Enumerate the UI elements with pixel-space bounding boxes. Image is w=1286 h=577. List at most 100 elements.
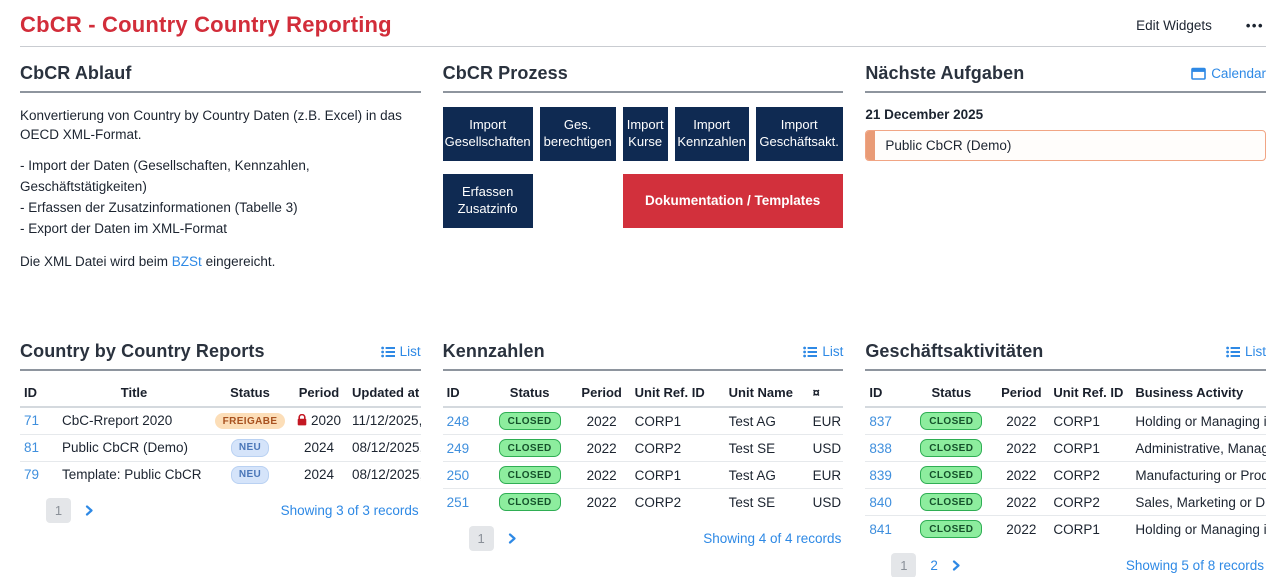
kennzahl-unit-name: Test SE (728, 494, 776, 510)
kennzahl-id-link[interactable]: 248 (446, 413, 470, 429)
table-row: 250 CLOSED 2022 CORP1 Test AG EUR (442, 461, 844, 490)
report-id-link[interactable]: 81 (24, 440, 40, 456)
records-summary: Showing 5 of 8 records (1125, 557, 1264, 573)
aktivitaet-unit-ref: CORP1 (1049, 434, 1132, 463)
column-header-unit-ref: Unit Ref. ID (1049, 379, 1132, 409)
records-summary: Showing 3 of 3 records (280, 503, 419, 519)
dokumentation-templates-button[interactable]: Dokumentation / Templates (622, 174, 843, 228)
widget-kennzahlen: Kennzahlen List ID Status Period Unit Re… (442, 341, 844, 577)
pagination-page-link[interactable]: 2 (930, 557, 938, 573)
table-row: 79 Template: Public CbCR NEU 2024 08/12/… (20, 461, 421, 488)
aktivitaet-id-link[interactable]: 841 (869, 521, 892, 537)
status-badge: CLOSED (498, 412, 561, 431)
ablauf-footer-pre: Die XML Datei wird beim (20, 254, 172, 269)
aktivitaet-id-link[interactable]: 839 (869, 467, 892, 483)
calendar-link[interactable]: Calendar (1191, 66, 1266, 81)
erfassen-zusatzinfo-button[interactable]: Erfassen Zusatzinfo (442, 174, 533, 228)
ablauf-paragraph: Konvertierung von Country by Country Dat… (20, 108, 402, 143)
aktivitaeten-table: ID Status Period Unit Ref. ID Business A… (865, 379, 1266, 543)
kennzahl-unit-name: Test AG (724, 461, 809, 490)
aktivitaet-activity: Holding or Managing intellectual (1135, 521, 1266, 537)
aktivitaet-id-link[interactable]: 837 (869, 413, 892, 429)
status-badge: CLOSED (920, 520, 983, 539)
chevron-right-icon[interactable] (85, 505, 94, 516)
table-row: 840 CLOSED 2022 CORP2 Sales, Marketing o… (865, 488, 1266, 517)
aktivitaet-activity: Administrative, Management (1131, 434, 1266, 463)
aktivitaet-id-link[interactable]: 838 (869, 440, 892, 456)
aktivitaet-unit-ref: CORP1 (1053, 521, 1100, 537)
ellipsis-menu-icon[interactable]: ••• (1245, 17, 1264, 33)
import-geschaeftsakt-button[interactable]: Import Geschäftsakt. (755, 107, 843, 161)
import-gesellschaften-button[interactable]: Import Gesellschaften (442, 107, 533, 161)
table-row: 71 CbC-Rreport 2020 FREIGABE 2020 11/12/… (20, 407, 421, 435)
import-kennzahlen-button[interactable]: Import Kennzahlen (674, 107, 749, 161)
widget-header: Geschäftsaktivitäten List (865, 341, 1266, 372)
page-header: CbCR - Country Country Reporting Edit Wi… (0, 0, 1286, 46)
table-row: 248 CLOSED 2022 CORP1 Test AG EUR (442, 407, 844, 436)
kennzahl-unit-ref: CORP2 (630, 434, 725, 463)
kennzahl-id-link[interactable]: 251 (446, 494, 470, 510)
kennzahl-period: 2022 (586, 494, 617, 510)
chevron-right-icon[interactable] (508, 533, 517, 544)
widget-cbcr-prozess: CbCR Prozess Import Gesellschaften Ges. … (442, 63, 844, 283)
aktivitaet-period: 2022 (993, 461, 1050, 490)
widget-cbcr-ablauf: CbCR Ablauf Konvertierung von Country by… (20, 63, 421, 283)
bzst-link[interactable]: BZSt (171, 254, 202, 269)
aktivitaet-period: 2022 (993, 488, 1050, 517)
kennzahl-unit-ref: CORP2 (634, 494, 682, 510)
column-header-status: Status (486, 379, 573, 409)
list-link-label: List (822, 344, 844, 360)
kennzahl-period: 2022 (572, 434, 631, 463)
list-icon (803, 346, 818, 358)
process-button-grid: Import Gesellschaften Ges. berechtigen I… (442, 107, 844, 228)
table-header-row: ID Title Status Period Updated at (20, 379, 421, 409)
task-date: 21 December 2025 (865, 107, 984, 122)
aktivitaet-id-link[interactable]: 840 (869, 494, 892, 510)
kennzahl-id-link[interactable]: 250 (446, 467, 470, 483)
ablauf-footer: Die XML Datei wird beim BZSt eingereicht… (20, 252, 421, 271)
ablauf-bullet: - Import der Daten (Gesellschaften, Kenn… (20, 158, 310, 195)
report-id-link[interactable]: 71 (24, 413, 40, 429)
widget-cbc-reports: Country by Country Reports List ID Title… (20, 341, 421, 577)
report-id-link[interactable]: 79 (24, 467, 40, 483)
aktivitaeten-list-link[interactable]: List (1226, 344, 1266, 359)
widget-title-ablauf: CbCR Ablauf (20, 63, 132, 83)
aktivitaet-activity: Manufacturing or Production (1131, 461, 1266, 490)
status-badge: CLOSED (498, 493, 561, 512)
widget-header: Country by Country Reports List (20, 341, 421, 372)
kennzahl-id-link[interactable]: 249 (446, 440, 470, 456)
column-header-unit-ref: Unit Ref. ID (630, 379, 725, 409)
header-divider (20, 46, 1266, 47)
task-event-card[interactable]: Public CbCR (Demo) (865, 130, 1266, 161)
pagination-page-button[interactable]: 1 (468, 525, 494, 551)
reports-list-link[interactable]: List (380, 344, 421, 359)
kennzahl-unit-ref: CORP1 (630, 461, 725, 490)
aktivitaet-period: 2022 (1006, 521, 1037, 537)
chevron-right-icon[interactable] (952, 560, 961, 571)
widget-header: Nächste Aufgaben Calendar (865, 63, 1266, 93)
pagination-page-button[interactable]: 1 (46, 498, 71, 524)
edit-widgets-button[interactable]: Edit Widgets (1136, 17, 1212, 33)
status-badge: CLOSED (920, 439, 983, 458)
column-header-id: ID (442, 379, 487, 409)
kennzahl-currency: USD (808, 434, 844, 463)
widget-header: Kennzahlen List (442, 341, 844, 372)
aktivitaet-period: 2022 (993, 407, 1050, 436)
kennzahl-currency: EUR (808, 461, 844, 490)
column-header-id: ID (865, 379, 910, 409)
pagination-page-button[interactable]: 1 (891, 552, 917, 577)
kennzahlen-list-link[interactable]: List (803, 344, 843, 359)
kennzahlen-table: ID Status Period Unit Ref. ID Unit Name … (442, 379, 844, 516)
report-updated-cell: 08/12/2025, (352, 467, 421, 483)
kennzahlen-pagination: 1 Showing 4 of 4 records (443, 525, 844, 551)
column-header-unit-name: Unit Name (724, 379, 809, 409)
widget-title-prozess: CbCR Prozess (442, 63, 568, 83)
import-kurse-button[interactable]: Import Kurse (622, 107, 668, 161)
report-title-cell: CbC-Rreport 2020 (58, 407, 210, 435)
kennzahl-currency: EUR (808, 407, 844, 436)
kennzahl-period: 2022 (572, 461, 631, 490)
status-badge: CLOSED (920, 466, 983, 485)
column-header-title: Title (58, 379, 210, 409)
ges-berechtigen-button[interactable]: Ges. berechtigen (539, 107, 616, 161)
